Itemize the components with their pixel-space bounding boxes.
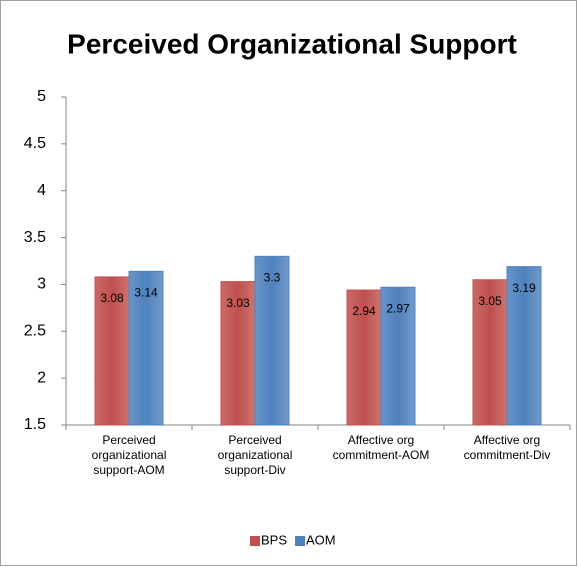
bar [128,270,164,426]
data-label: 3.19 [512,281,536,295]
data-label: 3.3 [264,270,281,284]
data-label: 2.97 [386,301,410,315]
data-label: 3.05 [478,294,502,308]
legend-label: BPS [261,532,287,547]
data-label: 3.03 [226,296,250,310]
y-tick-label: 2.5 [24,323,46,340]
y-tick-label: 4.5 [24,135,46,152]
data-label: 3.08 [100,291,124,305]
chart-title: Perceived Organizational Support [67,28,517,59]
x-tick-label: Affective org commitment-AOM [332,433,430,462]
bar [220,281,256,426]
y-tick-label: 4 [37,182,46,199]
bar [506,266,542,426]
legend-swatch [250,536,260,546]
x-tick-label: Perceived organizational support-Div [217,433,293,477]
y-tick-label: 1.5 [24,416,46,433]
x-tick-label: Affective org commitment-Div [463,433,551,462]
y-tick-label: 3 [37,276,46,293]
bar [472,279,508,426]
data-label: 2.94 [352,304,376,318]
y-tick-label: 3.5 [24,229,46,246]
bar [254,255,290,426]
y-tick-label: 2 [37,369,46,386]
data-label: 3.14 [134,285,158,299]
bar [346,289,382,426]
bar [380,286,416,426]
y-tick-label: 5 [37,88,46,105]
legend-label: AOM [306,532,336,547]
x-tick-label: Perceived organizational support-AOM [91,433,167,477]
legend-swatch [295,536,306,546]
